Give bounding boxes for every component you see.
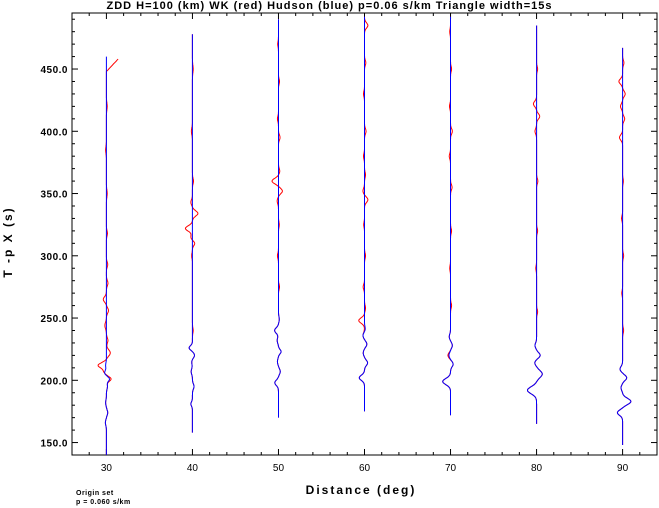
- trace-40: [184, 34, 199, 433]
- trace-80: [526, 25, 543, 424]
- trace-70: [442, 16, 454, 416]
- x-axis: 30 40 50 60 70 80 90: [71, 13, 658, 474]
- wk-trace-90: [616, 47, 632, 445]
- x-tick-label-40: 40: [187, 463, 199, 474]
- x-tick-label-80: 80: [531, 463, 543, 474]
- trace-50: [271, 19, 283, 418]
- x-tick-label-90: 90: [617, 463, 629, 474]
- hudson-trace-40: [188, 34, 196, 433]
- trace-60: [358, 16, 369, 412]
- x-axis-label: Distance (deg): [306, 483, 417, 497]
- y-tick-label-350: 350.0: [40, 190, 68, 201]
- footnote-ray-parameter: p = 0.060 s/km: [76, 499, 131, 506]
- wk-trace-30: [97, 58, 119, 455]
- y-tick-label-300: 300.0: [40, 252, 68, 263]
- chart-title: ZDD H=100 (km) WK (red) Hudson (blue) p=…: [106, 0, 553, 12]
- y-tick-label-200: 200.0: [40, 376, 68, 387]
- trace-90: [616, 47, 632, 445]
- traces: [97, 16, 632, 455]
- wk-trace-70: [442, 16, 454, 416]
- hudson-trace-90: [616, 47, 632, 445]
- footnote-origin: Origin set: [76, 490, 114, 497]
- y-axis-label: T -p X (s): [1, 206, 15, 277]
- wk-trace-50: [271, 19, 283, 418]
- x-tick-label-70: 70: [445, 463, 457, 474]
- x-tick-label-50: 50: [273, 463, 285, 474]
- hudson-trace-60: [358, 16, 369, 412]
- hudson-trace-80: [526, 25, 543, 424]
- y-tick-label-250: 250.0: [40, 314, 68, 325]
- x-tick-label-30: 30: [101, 463, 113, 474]
- y-tick-label-150: 150.0: [40, 439, 68, 450]
- y-tick-label-400: 400.0: [40, 127, 68, 138]
- trace-30: [97, 56, 119, 455]
- hudson-trace-30: [104, 56, 111, 455]
- y-axis: 150.0 200.0 250.0 300.0 350.0 400.0 450.0: [40, 18, 657, 456]
- y-tick-label-450: 450.0: [40, 65, 68, 76]
- hudson-trace-70: [442, 16, 454, 416]
- x-tick-label-60: 60: [359, 463, 371, 474]
- hudson-trace-50: [274, 19, 282, 418]
